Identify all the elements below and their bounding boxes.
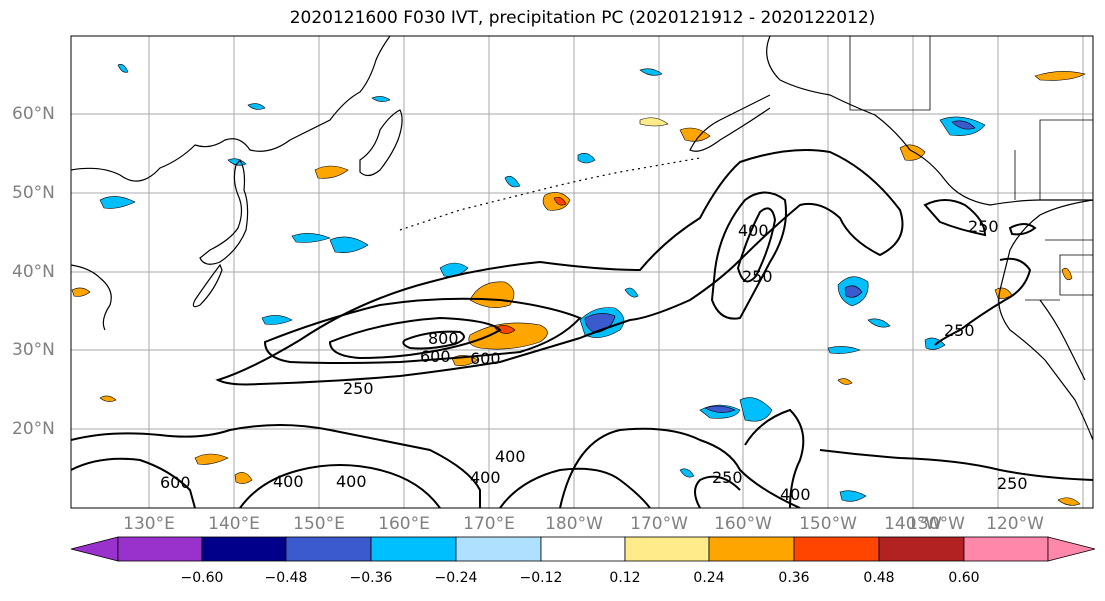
- coastlines: [71, 36, 1093, 441]
- lon-label: 140°W: [884, 514, 942, 534]
- colorbar-tick: −0.48: [264, 570, 308, 586]
- lat-label: 30°N: [12, 340, 55, 360]
- political-borders: [849, 36, 1093, 301]
- contour-label: 250: [997, 474, 1028, 493]
- lon-label: 130°E: [123, 514, 175, 534]
- colorbar-tick: −0.24: [434, 570, 478, 586]
- contour-label: 400: [780, 485, 811, 504]
- lon-label: 160°E: [378, 514, 430, 534]
- lon-label: 150°E: [293, 514, 345, 534]
- ivt-contours: [71, 148, 1093, 508]
- lat-label: 20°N: [12, 419, 55, 439]
- contour-label: 250: [968, 217, 999, 236]
- colorbar-tick: −0.60: [180, 570, 224, 586]
- lon-label: 170°E: [463, 514, 515, 534]
- colorbar: [70, 536, 1096, 562]
- contour-labels: 250 600 600 800 400 250 250 250 600 400 …: [160, 217, 1028, 504]
- colorbar-tick: −0.12: [519, 570, 563, 586]
- contour-label: 400: [495, 447, 526, 466]
- colorbar-tick: 0.36: [778, 570, 810, 586]
- contour-label: 400: [470, 468, 501, 487]
- contour-label: 250: [712, 468, 743, 487]
- lon-label: 150°W: [799, 514, 857, 534]
- map-frame: [70, 35, 1094, 509]
- colorbar-tick: −0.36: [349, 570, 393, 586]
- lon-label: 170°W: [630, 514, 688, 534]
- colorbar-extend-high: [1047, 536, 1096, 562]
- precip-negative-patches: [99, 64, 986, 502]
- contour-label: 250: [343, 379, 374, 398]
- graticule: [71, 36, 1093, 508]
- lon-label: 130°W: [907, 514, 965, 534]
- contour-label: 600: [470, 349, 501, 368]
- contour-label: 600: [420, 347, 451, 366]
- colorbar-tick: 0.60: [948, 570, 980, 586]
- map-title: 2020121600 F030 IVT, precipitation PC (2…: [289, 8, 876, 28]
- lon-label: 160°W: [714, 514, 772, 534]
- contour-label: 400: [738, 221, 769, 240]
- colorbar-tick: 0.24: [693, 570, 725, 586]
- lat-label: 60°N: [12, 104, 55, 124]
- precip-positive-patches: [71, 71, 1086, 506]
- colorbar-extend-low: [70, 536, 119, 562]
- lon-label: 140°E: [208, 514, 260, 534]
- contour-label: 250: [742, 267, 773, 286]
- lon-label: 180°W: [545, 514, 603, 534]
- contour-label: 400: [273, 472, 304, 491]
- contour-label: 250: [944, 321, 975, 340]
- contour-label: 800: [428, 329, 459, 348]
- contour-label: 400: [336, 472, 367, 491]
- lat-label: 50°N: [12, 183, 55, 203]
- lat-label: 40°N: [12, 262, 55, 282]
- contour-label: 600: [160, 473, 191, 492]
- colorbar-tick: 0.48: [863, 570, 895, 586]
- lon-label: 120°W: [986, 514, 1044, 534]
- colorbar-tick: 0.12: [609, 570, 641, 586]
